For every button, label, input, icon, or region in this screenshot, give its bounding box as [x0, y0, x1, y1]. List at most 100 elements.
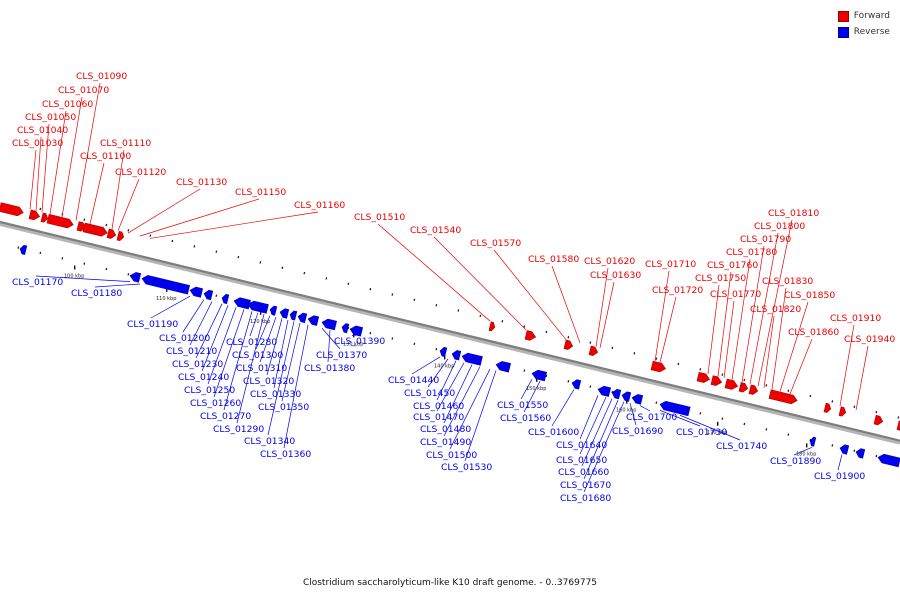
- reverse-gene-label: CLS_01180: [71, 288, 122, 299]
- reverse-gene-label: CLS_01560: [500, 413, 551, 424]
- forward-gene-label: CLS_01710: [645, 259, 696, 270]
- reverse-gene-arrow: [659, 400, 691, 417]
- reverse-gene-label: CLS_01290: [213, 424, 264, 435]
- reverse-gene-label: CLS_01730: [676, 427, 727, 438]
- reverse-gene-label: CLS_01380: [304, 363, 355, 374]
- reverse-leader-line: [189, 301, 213, 346]
- scale-dot: [721, 417, 724, 420]
- forward-leader-line: [599, 281, 615, 348]
- forward-gene-label: CLS_01570: [470, 238, 521, 249]
- reverse-leader-line: [436, 362, 465, 412]
- forward-leader-line: [763, 315, 775, 388]
- scale-dot: [567, 380, 570, 383]
- forward-gene-arrow: [696, 371, 711, 383]
- scale-dot: [127, 273, 130, 276]
- forward-gene-label: CLS_01110: [100, 138, 151, 149]
- reverse-leader-line: [427, 358, 449, 388]
- scale-dot: [699, 368, 702, 371]
- reverse-gene-label: CLS_01550: [497, 400, 548, 411]
- reverse-leader-line: [583, 400, 619, 480]
- reverse-gene-arrow: [203, 289, 214, 301]
- forward-gene-label: CLS_01620: [584, 256, 635, 267]
- reverse-leader-line: [520, 379, 533, 400]
- forward-leader-line: [779, 301, 809, 392]
- scale-dot: [589, 385, 592, 388]
- reverse-leader-line: [321, 328, 341, 350]
- tick-label: 180 kbp: [796, 451, 816, 457]
- tick-label: 100 kbp: [64, 274, 84, 280]
- forward-gene-arrow: [524, 330, 537, 341]
- reverse-leader-line: [583, 401, 625, 493]
- reverse-gene-arrow: [839, 444, 850, 455]
- reverse-gene-arrow: [307, 315, 320, 326]
- scale-dot: [655, 401, 658, 404]
- forward-gene-arrow: [823, 402, 832, 413]
- scale-dot: [413, 342, 416, 346]
- scale-dot: [237, 255, 240, 259]
- reverse-gene-label: CLS_01700: [626, 412, 677, 423]
- reverse-gene-arrow: [279, 308, 290, 319]
- forward-leader-line: [757, 219, 793, 387]
- forward-leader-line: [771, 287, 787, 390]
- scale-dot: [369, 287, 372, 291]
- reverse-leader-line: [411, 356, 441, 375]
- reverse-leader-line: [523, 381, 541, 413]
- reverse-gene-arrow: [495, 361, 511, 373]
- scale-dot: [281, 266, 284, 269]
- reverse-gene-label: CLS_01480: [420, 424, 471, 435]
- reverse-gene-label: CLS_01300: [232, 350, 283, 361]
- scale-dot: [259, 261, 262, 264]
- forward-gene-arrow: [838, 406, 847, 417]
- scale-dot: [545, 330, 548, 334]
- forward-gene-label: CLS_01150: [235, 187, 286, 198]
- scale-dot: [523, 325, 526, 328]
- reverse-gene-label: CLS_01170: [12, 277, 63, 288]
- reverse-gene-label: CLS_01320: [243, 376, 294, 387]
- reverse-gene-arrow: [451, 350, 462, 361]
- tick-mark: [717, 421, 719, 426]
- reverse-gene-label: CLS_01650: [556, 455, 607, 466]
- forward-leader-line: [789, 338, 813, 395]
- backbone-shadow: [0, 222, 900, 445]
- reverse-gene-arrow: [141, 275, 191, 295]
- reverse-gene-label: CLS_01190: [127, 319, 178, 330]
- forward-gene-arrow: [106, 228, 117, 239]
- reverse-leader-line: [579, 397, 607, 455]
- reverse-gene-label: CLS_01660: [558, 467, 609, 478]
- reverse-leader-line: [793, 446, 813, 456]
- reverse-gene-label: CLS_01680: [560, 493, 611, 504]
- reverse-leader-line: [213, 309, 245, 398]
- forward-leader-line: [433, 236, 527, 331]
- scale-dot: [853, 405, 856, 408]
- legend-item-forward: Forward: [837, 8, 890, 24]
- reverse-gene-arrow: [855, 448, 866, 459]
- forward-leader-line: [111, 149, 125, 230]
- scale-dot: [149, 234, 152, 237]
- reverse-leader-line: [327, 330, 331, 363]
- reverse-gene-arrow: [349, 325, 364, 337]
- forward-leader-line: [75, 82, 101, 221]
- forward-gene-arrow: [650, 360, 666, 373]
- scale-dot: [17, 246, 20, 249]
- scale-dot: [435, 347, 438, 351]
- forward-leader-line: [49, 110, 67, 215]
- reverse-leader-line: [579, 395, 599, 440]
- scale-dot: [787, 389, 790, 392]
- scale-dot: [765, 384, 768, 387]
- legend: Forward Reverse: [837, 8, 890, 40]
- forward-gene-label: CLS_01810: [768, 208, 819, 219]
- reverse-gene-arrow: [611, 389, 622, 400]
- genome-caption: Clostridium saccharolyticum-like K10 dra…: [302, 578, 598, 588]
- forward-gene-label: CLS_01630: [590, 270, 641, 281]
- forward-leader-line: [61, 96, 83, 218]
- reverse-gene-label: CLS_01460: [413, 401, 464, 412]
- forward-gene-label: CLS_01050: [25, 112, 76, 123]
- forward-leader-line: [139, 198, 260, 237]
- reverse-gene-label: CLS_01340: [244, 436, 295, 447]
- forward-gene-arrow: [588, 345, 599, 356]
- tick-mark: [806, 443, 808, 448]
- scale-dot: [721, 373, 724, 376]
- reverse-leader-line: [259, 316, 277, 363]
- forward-gene-arrow: [28, 209, 41, 221]
